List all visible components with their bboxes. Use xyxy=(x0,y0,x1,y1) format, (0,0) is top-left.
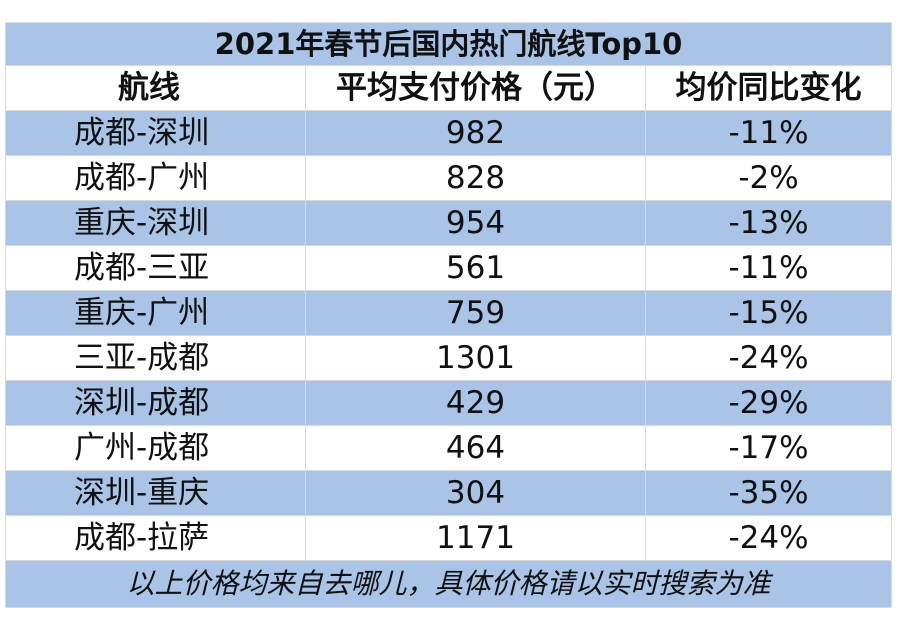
cell: -11% xyxy=(644,245,893,291)
cell: -17% xyxy=(644,425,893,471)
cell: 561 xyxy=(305,245,646,291)
cell: 1171 xyxy=(305,515,646,561)
footnote: 以上价格均来自去哪儿，具体价格请以实时搜索为准 xyxy=(4,560,893,608)
data-row: 深圳-成都 429 -29% xyxy=(5,380,893,426)
cell: 深圳-重庆 xyxy=(5,470,306,516)
cell: 广州-成都 xyxy=(5,425,306,471)
data-row: 深圳-重庆 304 -35% xyxy=(5,470,893,516)
data-row: 三亚-成都 1301 -24% xyxy=(5,335,893,381)
data-row: 重庆-广州 759 -15% xyxy=(5,290,893,336)
table-title: 2021年春节后国内热门航线Top10 xyxy=(4,22,893,66)
cell: 954 xyxy=(305,200,646,246)
cell: 429 xyxy=(305,380,646,426)
cell: -2% xyxy=(644,155,893,201)
cell: 深圳-成都 xyxy=(5,380,306,426)
cell: 464 xyxy=(305,425,646,471)
cell: -29% xyxy=(644,380,893,426)
header-row: 航线 平均支付价格（元） 均价同比变化 xyxy=(5,65,893,111)
cell: 重庆-深圳 xyxy=(5,200,306,246)
cell: 成都-深圳 xyxy=(5,110,306,156)
cell: -24% xyxy=(644,335,893,381)
cell: 三亚-成都 xyxy=(5,335,306,381)
data-row: 成都-三亚 561 -11% xyxy=(5,245,893,291)
cell: 828 xyxy=(305,155,646,201)
cell: -24% xyxy=(644,515,893,561)
cell: 成都-三亚 xyxy=(5,245,306,291)
cell: 759 xyxy=(305,290,646,336)
cell: -11% xyxy=(644,110,893,156)
data-row: 重庆-深圳 954 -13% xyxy=(5,200,893,246)
cell: 982 xyxy=(305,110,646,156)
data-row: 成都-广州 828 -2% xyxy=(5,155,893,201)
cell: 重庆-广州 xyxy=(5,290,306,336)
data-row: 成都-深圳 982 -11% xyxy=(5,110,893,156)
cell: 1301 xyxy=(305,335,646,381)
cell: -35% xyxy=(644,470,893,516)
header-cell: 航线 xyxy=(5,65,306,111)
cell: 成都-拉萨 xyxy=(5,515,306,561)
data-row: 广州-成都 464 -17% xyxy=(5,425,893,471)
header-cell: 平均支付价格（元） xyxy=(305,65,646,111)
header-cell: 均价同比变化 xyxy=(644,65,893,111)
cell: 304 xyxy=(305,470,646,516)
price-table: 2021年春节后国内热门航线Top10 航线 平均支付价格（元） 均价同比变化 成都… xyxy=(4,22,893,608)
footer-row: 以上价格均来自去哪儿，具体价格请以实时搜索为准 xyxy=(4,560,893,608)
cell: -13% xyxy=(644,200,893,246)
data-row: 成都-拉萨 1171 -24% xyxy=(5,515,893,561)
cell: -15% xyxy=(644,290,893,336)
cell: 成都-广州 xyxy=(5,155,306,201)
